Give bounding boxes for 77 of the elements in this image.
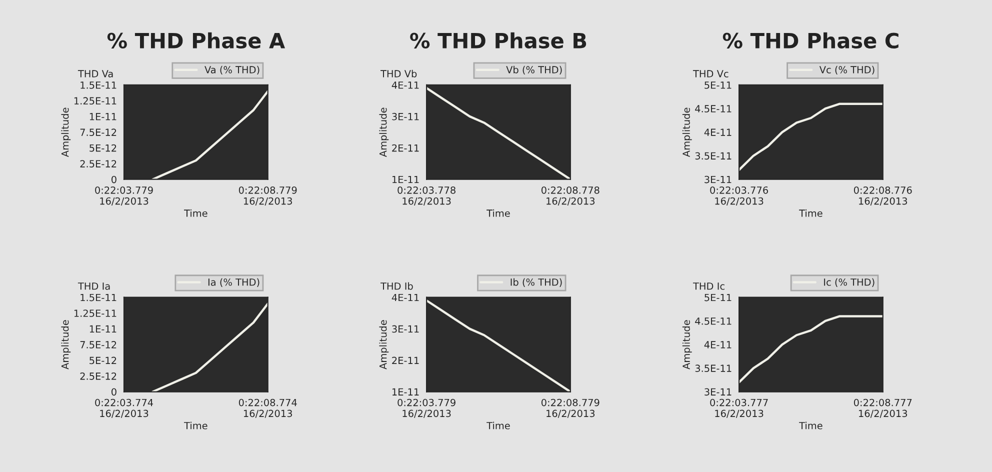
y-axis-title: Amplitude bbox=[682, 320, 692, 370]
x-tick-label: 0:22:03.778 16/2/2013 bbox=[398, 186, 456, 206]
y-axis-title: Amplitude bbox=[682, 108, 692, 157]
y-tick-label: 1.25E-11 bbox=[74, 310, 116, 317]
y-tick-label: 4.5E-11 bbox=[695, 105, 732, 112]
x-axis-title: Time bbox=[799, 422, 822, 430]
y-axis-title: Amplitude bbox=[61, 108, 71, 157]
chart-subtitle: THD Ib bbox=[380, 282, 413, 290]
y-tick-label: 7.5E-12 bbox=[80, 341, 116, 348]
chart-title: % THD Phase A bbox=[107, 32, 286, 49]
y-tick-label: 2.5E-12 bbox=[80, 372, 116, 380]
y-tick-label: 3.5E-11 bbox=[695, 152, 732, 160]
line-series bbox=[426, 299, 570, 392]
y-axis-title: Amplitude bbox=[61, 320, 71, 370]
legend-label: Ib (% THD) bbox=[510, 278, 562, 287]
chart-subtitle: THD Ia bbox=[78, 282, 110, 290]
x-tick-label: 0:22:08.777 16/2/2013 bbox=[854, 398, 912, 418]
y-tick-label: 2E-11 bbox=[392, 356, 419, 364]
legend-label: Ia (% THD) bbox=[208, 278, 260, 287]
chart-title: % THD Phase B bbox=[410, 32, 586, 49]
y-tick-label: 7.5E-12 bbox=[80, 128, 116, 136]
x-tick-label: 0:22:03.779 16/2/2013 bbox=[398, 398, 456, 418]
y-tick-label: 5E-11 bbox=[704, 82, 732, 89]
line-series bbox=[739, 102, 883, 172]
legend-label: Vb (% THD) bbox=[506, 66, 562, 75]
x-tick-label: 0:22:03.776 16/2/2013 bbox=[710, 186, 768, 206]
y-axis-title: Amplitude bbox=[379, 320, 389, 370]
chart-subtitle: THD Ic bbox=[692, 282, 724, 290]
y-tick-label: 1.5E-11 bbox=[80, 82, 116, 89]
chart-title: % THD Phase C bbox=[722, 32, 898, 49]
x-tick-label: 0:22:08.779 16/2/2013 bbox=[541, 398, 600, 418]
y-tick-label: 1E-11 bbox=[392, 388, 419, 396]
chart-subtitle: THD Vc bbox=[692, 70, 728, 78]
y-tick-label: 1.25E-11 bbox=[74, 97, 116, 105]
x-axis-title: Time bbox=[184, 209, 208, 217]
x-axis-title: Time bbox=[486, 422, 510, 430]
y-tick-label: 0 bbox=[112, 388, 116, 396]
y-tick-label: 2E-11 bbox=[392, 144, 419, 152]
legend-label: Ic (% THD) bbox=[824, 278, 874, 287]
legend-label: Va (% THD) bbox=[204, 66, 260, 75]
y-tick-label: 5E-12 bbox=[90, 356, 116, 364]
line-series bbox=[426, 86, 570, 180]
legend-label: Vc (% THD) bbox=[819, 66, 874, 75]
y-tick-label: 3E-11 bbox=[392, 112, 419, 120]
x-axis-title: Time bbox=[486, 209, 510, 217]
y-tick-label: 4E-11 bbox=[704, 341, 732, 348]
x-tick-label: 0:22:08.779 16/2/2013 bbox=[238, 186, 297, 206]
line-series bbox=[152, 90, 268, 180]
x-tick-label: 0:22:08.778 16/2/2013 bbox=[541, 186, 600, 206]
y-axis-title: Amplitude bbox=[379, 108, 389, 157]
y-tick-label: 5E-12 bbox=[90, 144, 116, 152]
y-tick-label: 1E-11 bbox=[90, 325, 116, 333]
chart-subtitle: THD Va bbox=[78, 70, 113, 78]
x-tick-label: 0:22:03.774 16/2/2013 bbox=[95, 398, 154, 418]
y-tick-label: 2.5E-12 bbox=[80, 160, 116, 168]
y-tick-label: 3E-11 bbox=[392, 325, 419, 333]
line-series bbox=[152, 302, 268, 392]
y-tick-label: 0 bbox=[112, 176, 116, 184]
line-series bbox=[739, 315, 883, 384]
x-tick-label: 0:22:03.779 16/2/2013 bbox=[95, 186, 153, 206]
y-tick-label: 1E-11 bbox=[392, 176, 419, 184]
y-tick-label: 4E-11 bbox=[392, 82, 419, 89]
y-tick-label: 1.5E-11 bbox=[80, 294, 116, 302]
y-tick-label: 3.5E-11 bbox=[695, 364, 732, 372]
x-axis-title: Time bbox=[799, 209, 822, 217]
x-tick-label: 0:22:08.774 16/2/2013 bbox=[238, 398, 297, 418]
x-tick-label: 0:22:03.777 16/2/2013 bbox=[710, 398, 768, 418]
y-tick-label: 3E-11 bbox=[704, 388, 732, 396]
y-tick-label: 3E-11 bbox=[704, 176, 732, 184]
x-tick-label: 0:22:08.776 16/2/2013 bbox=[854, 186, 912, 206]
y-tick-label: 4E-11 bbox=[704, 128, 732, 136]
y-tick-label: 5E-11 bbox=[704, 294, 732, 302]
y-tick-label: 1E-11 bbox=[90, 113, 116, 120]
x-axis-title: Time bbox=[184, 422, 208, 430]
y-tick-label: 4E-11 bbox=[392, 294, 419, 302]
chart-subtitle: THD Vb bbox=[380, 70, 417, 78]
y-tick-label: 4.5E-11 bbox=[695, 318, 732, 325]
